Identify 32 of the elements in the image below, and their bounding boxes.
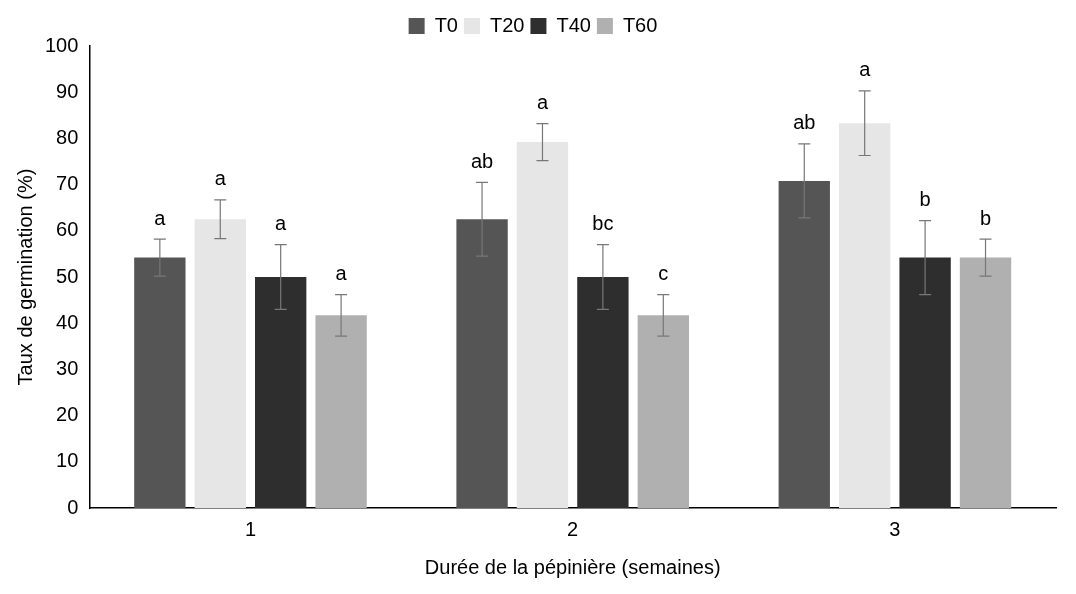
data-label: a bbox=[275, 212, 288, 235]
y-tick-label: 10 bbox=[56, 449, 79, 472]
data-label: b bbox=[979, 206, 992, 229]
y-tick-label: 60 bbox=[56, 218, 79, 241]
data-label: a bbox=[214, 167, 227, 190]
legend-label: T20 bbox=[489, 13, 525, 36]
y-tick-label: 80 bbox=[56, 125, 79, 148]
y-tick-label: 90 bbox=[56, 79, 79, 102]
y-tick-label: 0 bbox=[67, 495, 79, 518]
y-tick-label: 70 bbox=[56, 172, 79, 195]
data-label: a bbox=[536, 91, 549, 114]
x-tick-label: 3 bbox=[889, 517, 901, 540]
x-tick-label: 2 bbox=[567, 517, 579, 540]
y-tick-label: 40 bbox=[56, 310, 79, 333]
data-label: a bbox=[154, 206, 167, 229]
data-label: b bbox=[919, 188, 931, 211]
data-label: ab bbox=[470, 149, 494, 172]
legend-label: T0 bbox=[434, 13, 458, 36]
y-axis-title: Taux de germination (%) bbox=[13, 168, 36, 386]
legend-label: T60 bbox=[622, 13, 658, 36]
data-label: a bbox=[859, 58, 872, 81]
y-tick-label: 20 bbox=[56, 403, 79, 426]
data-label: ab bbox=[793, 111, 816, 134]
x-axis-title: Durée de la pépinière (semaines) bbox=[424, 555, 721, 578]
y-tick-label: 50 bbox=[56, 264, 79, 287]
data-label: bc bbox=[592, 212, 614, 235]
x-tick-label: 1 bbox=[244, 517, 257, 540]
legend-label: T40 bbox=[556, 13, 591, 36]
y-tick-label: 30 bbox=[56, 356, 79, 379]
data-label: a bbox=[335, 262, 348, 285]
data-label: c bbox=[658, 262, 669, 285]
y-tick-label: 100 bbox=[44, 33, 79, 56]
